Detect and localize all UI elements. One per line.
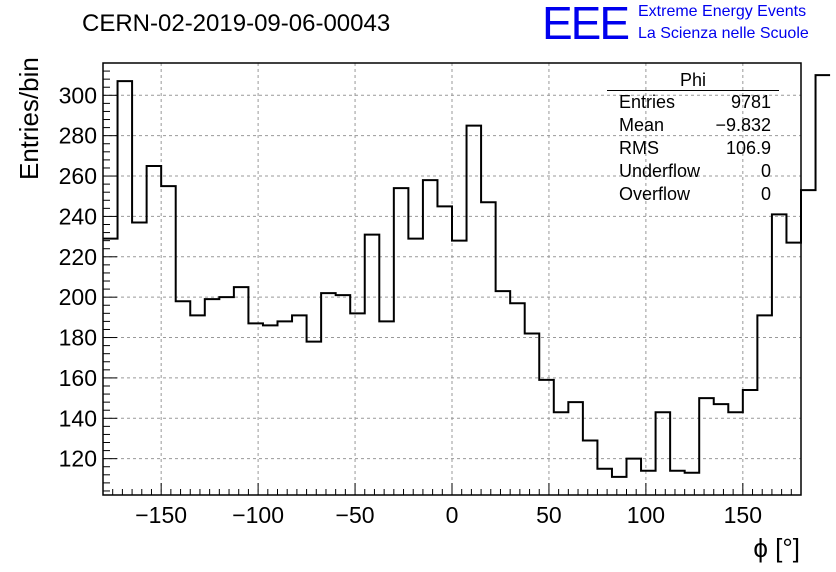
x-tick-label: 150 xyxy=(724,502,762,528)
y-tick-label: 260 xyxy=(59,163,97,189)
logo-subtitle-1: Extreme Energy Events xyxy=(638,3,807,20)
y-tick-label: 120 xyxy=(59,446,97,472)
stats-label: RMS xyxy=(619,138,659,158)
stats-box: Phi Entries 9781 Mean −9.832 RMS 106.9 U… xyxy=(607,70,779,206)
stats-label: Mean xyxy=(619,115,665,135)
stats-value: 0 xyxy=(760,161,771,181)
stats-label: Entries xyxy=(619,92,676,112)
x-axis-title: ϕ [°] xyxy=(753,533,800,563)
y-tick-label: 180 xyxy=(59,325,97,351)
y-tick-label: 240 xyxy=(59,203,97,229)
x-tick-label: −50 xyxy=(336,502,375,528)
stats-label: Overflow xyxy=(619,184,691,204)
y-tick-label: 200 xyxy=(59,284,97,310)
stats-label: Underflow xyxy=(619,161,701,181)
x-tick-label: 0 xyxy=(446,502,459,528)
y-axis-ticks: 120 140 160 180 200 220 240 260 280 300 xyxy=(59,62,117,492)
x-tick-label: 100 xyxy=(627,502,665,528)
stats-row-rms: RMS 106.9 xyxy=(611,137,779,160)
x-tick-label: −150 xyxy=(135,502,187,528)
logo-subtitle-2: La Scienza nelle Scuole xyxy=(638,25,809,42)
run-title: CERN-02-2019-09-06-00043 xyxy=(82,10,391,37)
stats-row-underflow: Underflow 0 xyxy=(611,160,779,183)
stats-value: 106.9 xyxy=(725,138,771,158)
y-axis-title: Entries/bin xyxy=(14,57,45,180)
y-tick-label: 140 xyxy=(59,405,97,431)
stats-value: −9.832 xyxy=(715,115,771,135)
stats-value: 9781 xyxy=(730,92,771,112)
y-tick-label: 280 xyxy=(59,123,97,149)
y-tick-label: 160 xyxy=(59,365,97,391)
y-tick-label: 220 xyxy=(59,244,97,270)
stats-row-overflow: Overflow 0 xyxy=(611,183,779,206)
y-axis-title-text: Entries/bin xyxy=(14,57,44,180)
eee-logo: EEE xyxy=(542,0,630,49)
histogram-series xyxy=(103,74,831,478)
x-axis-ticks: −150 −100 −50 0 50 100 150 xyxy=(112,483,792,528)
stats-row-mean: Mean −9.832 xyxy=(611,114,779,137)
x-tick-label: 50 xyxy=(536,502,562,528)
histogram-line xyxy=(103,74,831,478)
x-tick-label: −100 xyxy=(232,502,284,528)
stats-title: Phi xyxy=(607,70,779,91)
stats-value: 0 xyxy=(760,184,771,204)
stats-row-entries: Entries 9781 xyxy=(611,91,779,114)
y-tick-label: 300 xyxy=(59,82,97,108)
